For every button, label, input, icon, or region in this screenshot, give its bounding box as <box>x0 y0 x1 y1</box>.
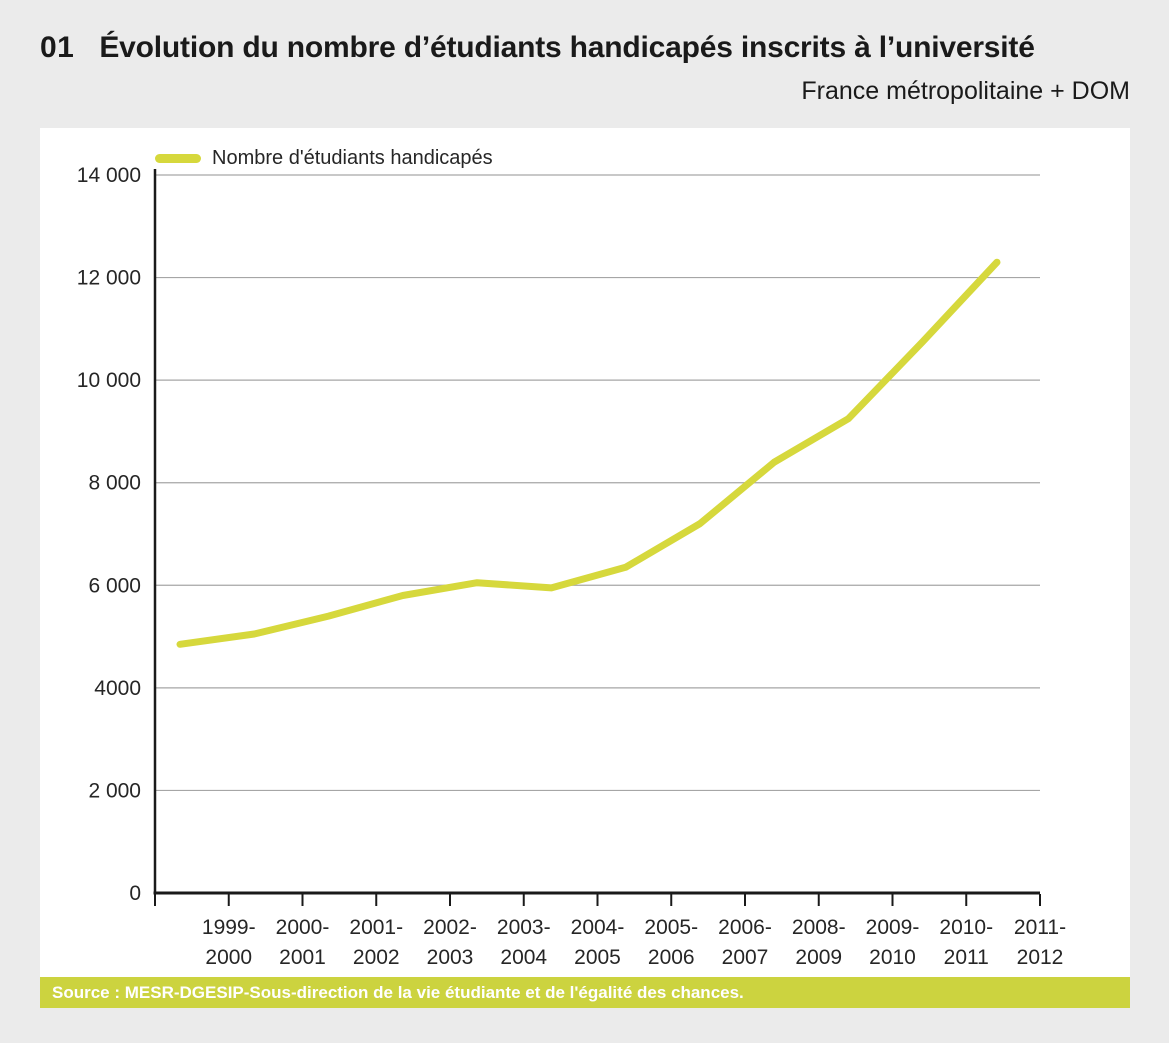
y-axis-tick-label: 4000 <box>94 677 141 700</box>
y-axis-tick-label: 2 000 <box>88 779 141 802</box>
x-axis-tick-label: 1999- <box>202 916 256 939</box>
x-axis-tick-label: 2010- <box>939 916 993 939</box>
x-axis-tick-label: 2006 <box>648 946 695 969</box>
x-axis-tick-label: 2010 <box>869 946 916 969</box>
x-axis-tick-label: 2011 <box>944 946 989 969</box>
x-axis-tick-label: 2009- <box>866 916 920 939</box>
page-subtitle: France métropolitaine + DOM <box>801 77 1130 105</box>
y-axis-tick-label: 6 000 <box>88 574 141 597</box>
y-axis-tick-label: 8 000 <box>88 472 141 495</box>
chart-panel: 0 2 000 4000 6 000 8 000 10 000 12 000 14 000 19… <box>40 128 1130 1008</box>
y-axis-tick-label: 12 000 <box>77 267 141 290</box>
x-axis-tick-label: 2007 <box>722 946 769 969</box>
line-chart: 0 2 000 4000 6 000 8 000 10 000 12 000 14 000 19… <box>77 164 1066 969</box>
legend-line-swatch <box>155 153 201 163</box>
x-axis-tick-label: 2000- <box>276 916 330 939</box>
y-axis-tick-label: 10 000 <box>77 369 141 392</box>
x-axis-tick-label: 2003 <box>427 946 474 969</box>
x-axis-tick-label: 2008- <box>792 916 846 939</box>
x-axis-tick-label: 2012 <box>1017 946 1064 969</box>
source-bar: Source : MESR-DGESIP-Sous-direction de l… <box>40 977 1130 1008</box>
x-axis-tick-label: 2004- <box>571 916 625 939</box>
y-axis-tick-label: 14 000 <box>77 164 141 187</box>
page-title: Évolution du nombre d’étudiants handicap… <box>99 31 1035 64</box>
data-series-line <box>176 258 1001 648</box>
x-axis-tick-label: 2005- <box>644 916 698 939</box>
legend-label: Nombre d'étudiants handicapés <box>212 146 493 169</box>
x-axis-tick-label: 2004 <box>500 946 547 969</box>
x-axis-tick-label: 2005 <box>574 946 621 969</box>
figure-number: 01 <box>40 31 75 64</box>
x-axis-tick-label: 2000 <box>205 946 252 969</box>
x-axis-tick-label: 2003- <box>497 916 551 939</box>
x-axis-tick-label: 2002 <box>353 946 400 969</box>
title-row: 01 Évolution du nombre d’étudiants handi… <box>40 31 1035 65</box>
x-axis-tick-label: 2006- <box>718 916 772 939</box>
x-axis-tick-label: 2002- <box>423 916 477 939</box>
y-axis-tick-label: 0 <box>129 882 141 905</box>
x-axis-tick-label: 2001 <box>279 946 326 969</box>
x-axis-tick-label: 2009 <box>795 946 842 969</box>
x-axis-tick-label: 2011- <box>1014 916 1066 939</box>
chart-legend: Nombre d'étudiants handicapés <box>155 145 493 171</box>
x-axis-tick-label: 2001- <box>349 916 403 939</box>
